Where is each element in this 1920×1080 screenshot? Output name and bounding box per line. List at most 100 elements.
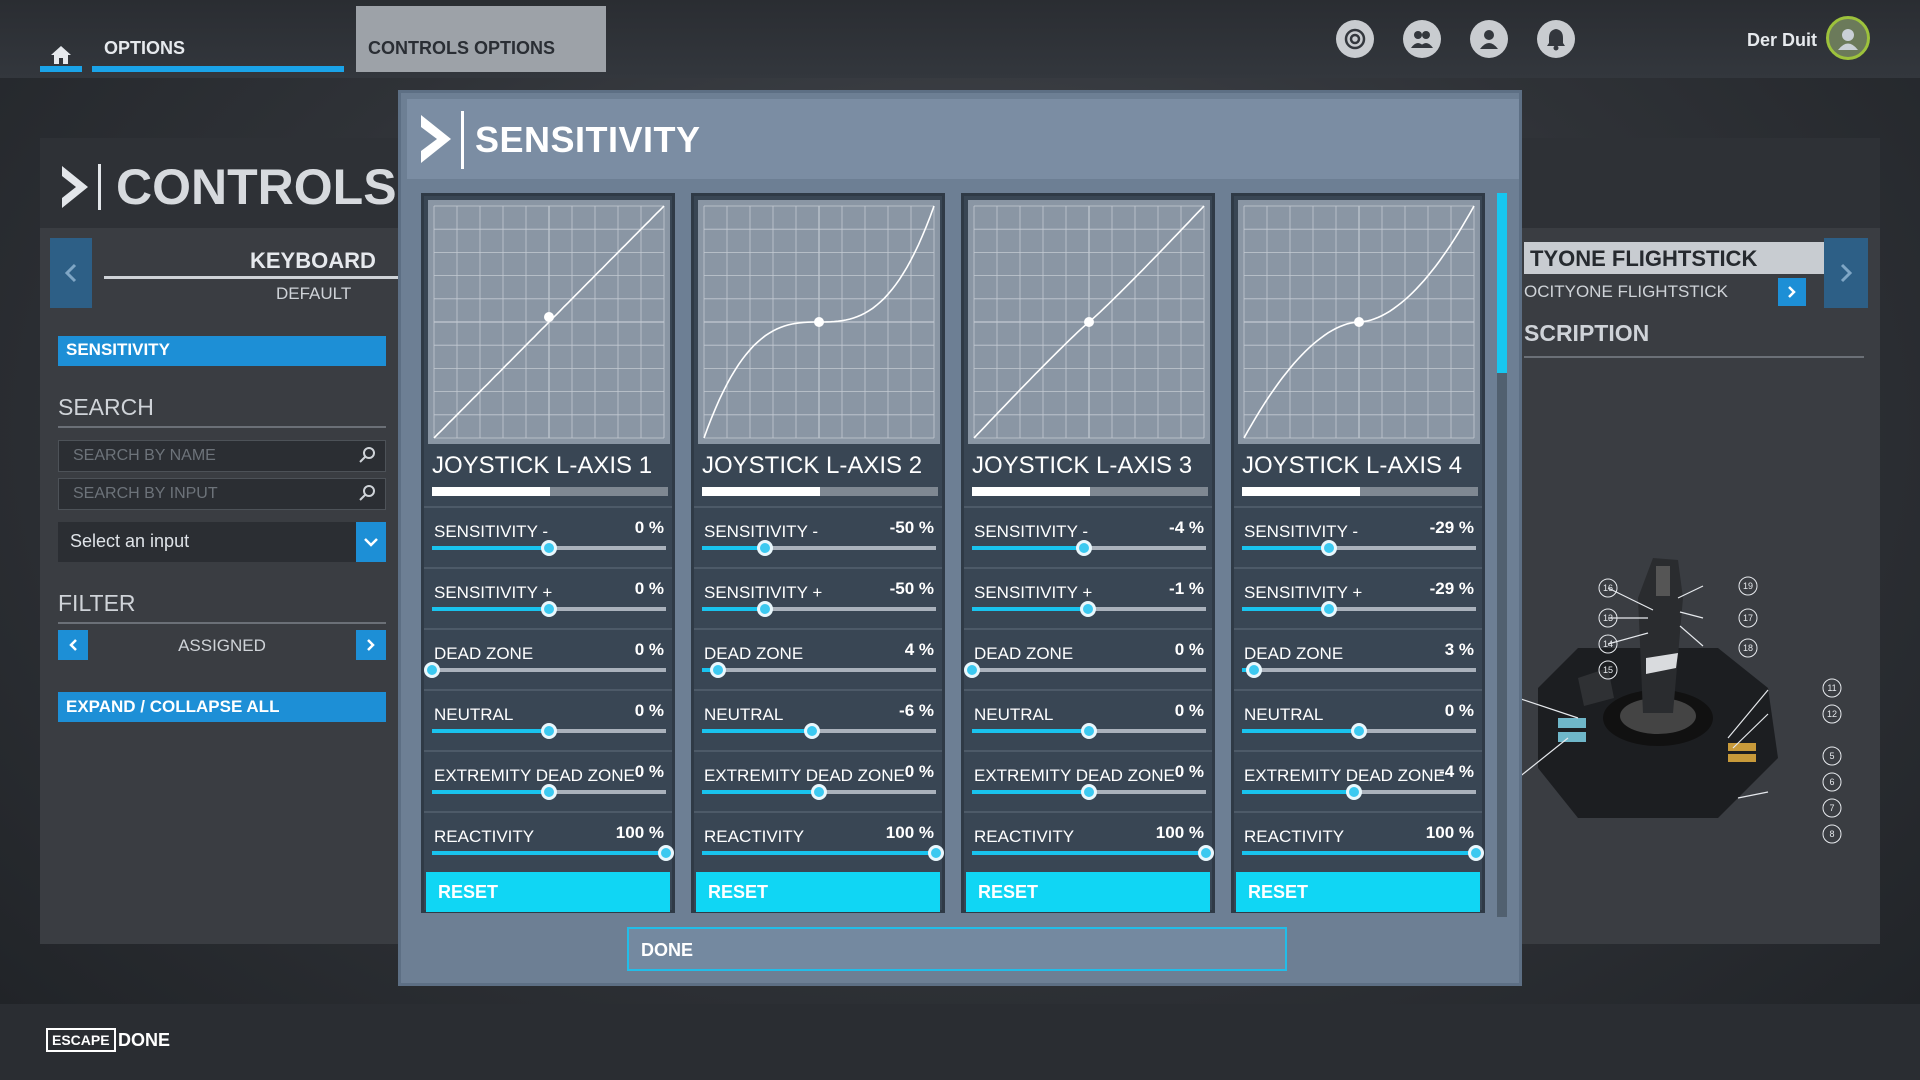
slider-handle[interactable] <box>811 784 827 800</box>
notifications-button[interactable] <box>1537 20 1575 58</box>
done-button[interactable]: DONE <box>627 927 1287 971</box>
tab-controls-options[interactable]: CONTROLS OPTIONS <box>356 6 606 72</box>
user-name[interactable]: Der Duit <box>1747 30 1818 50</box>
dropdown-toggle[interactable] <box>356 522 386 562</box>
home-button[interactable] <box>40 38 82 72</box>
slider-handle[interactable] <box>710 662 727 678</box>
setting-slider[interactable] <box>972 601 1206 617</box>
select-input-dropdown[interactable]: Select an input <box>58 522 386 562</box>
setting-slider[interactable] <box>432 845 674 861</box>
setting-slider[interactable] <box>424 662 666 678</box>
setting-slider[interactable] <box>702 723 936 739</box>
scrollbar-thumb[interactable] <box>1497 193 1507 373</box>
setting-slider[interactable] <box>702 540 936 556</box>
slider-handle[interactable] <box>541 540 557 556</box>
setting-value: -6 % <box>899 701 934 720</box>
setting-slider[interactable] <box>432 540 666 556</box>
slider-handle[interactable] <box>1320 540 1337 556</box>
slider-handle[interactable] <box>541 601 557 617</box>
reset-button[interactable]: RESET <box>1236 872 1480 912</box>
avatar[interactable] <box>1826 16 1870 60</box>
setting-value: 0 % <box>634 762 664 781</box>
axis-output-fill <box>972 487 1090 496</box>
setting-slider[interactable] <box>702 601 936 617</box>
joystick-image: 16 13 14 15 19 17 18 11 12 5 6 7 8 <box>1518 558 1842 844</box>
slider-handle[interactable] <box>757 601 774 617</box>
setting-slider[interactable] <box>1242 723 1476 739</box>
svg-text:5: 5 <box>1829 751 1834 761</box>
slider-handle[interactable] <box>541 723 557 739</box>
slider-handle[interactable] <box>1198 845 1214 861</box>
reset-button[interactable]: RESET <box>696 872 940 912</box>
setting-slider[interactable] <box>972 845 1214 861</box>
slider-handle[interactable] <box>541 784 557 800</box>
svg-text:15: 15 <box>1603 665 1613 675</box>
slider-handle[interactable] <box>928 845 944 861</box>
setting-row: SENSITIVITY + -50 % <box>694 567 942 625</box>
escape-done-button[interactable]: DONE <box>118 1030 171 1050</box>
achievements-button[interactable] <box>1336 20 1374 58</box>
sensitivity-curve-graph <box>698 200 940 444</box>
slider-handle[interactable] <box>1079 601 1096 617</box>
tab-options[interactable]: OPTIONS <box>92 0 344 72</box>
select-input-value: Select an input <box>70 531 190 551</box>
reset-button[interactable]: RESET <box>426 872 670 912</box>
search-by-input-field[interactable]: SEARCH BY INPUT <box>58 478 386 510</box>
slider-handle[interactable] <box>1320 601 1337 617</box>
setting-slider[interactable] <box>972 784 1206 800</box>
setting-slider[interactable] <box>1242 540 1476 556</box>
search-by-name-input[interactable]: SEARCH BY NAME <box>58 440 386 472</box>
device-prev-button[interactable] <box>50 238 92 308</box>
slider-handle[interactable] <box>1346 784 1363 800</box>
slider-handle[interactable] <box>658 845 674 861</box>
slider-handle[interactable] <box>1245 662 1262 678</box>
friends-button[interactable] <box>1403 20 1441 58</box>
setting-slider[interactable] <box>1242 784 1476 800</box>
setting-slider[interactable] <box>702 845 944 861</box>
setting-slider[interactable] <box>432 601 666 617</box>
setting-value: 100 % <box>615 823 664 842</box>
setting-slider[interactable] <box>432 723 666 739</box>
slider-fill <box>702 790 819 794</box>
dialog-scrollbar[interactable] <box>1497 193 1507 917</box>
slider-handle[interactable] <box>757 540 774 556</box>
slider-handle[interactable] <box>1081 784 1097 800</box>
setting-label: SENSITIVITY - <box>1244 522 1358 541</box>
reset-button[interactable]: RESET <box>966 872 1210 912</box>
filter-next-button[interactable] <box>356 630 386 660</box>
axis-output-fill <box>432 487 550 496</box>
setting-slider[interactable] <box>702 662 936 678</box>
slider-handle[interactable] <box>1076 540 1093 556</box>
slider-handle[interactable] <box>803 723 820 739</box>
setting-slider[interactable] <box>972 723 1206 739</box>
slider-handle[interactable] <box>964 662 980 678</box>
slider-handle[interactable] <box>1081 723 1097 739</box>
slider-handle[interactable] <box>424 662 440 678</box>
curve-center-point <box>1354 317 1364 327</box>
slider-fill <box>1242 851 1476 855</box>
profile-button[interactable] <box>1470 20 1508 58</box>
setting-label: DEAD ZONE <box>974 644 1074 663</box>
setting-slider[interactable] <box>1242 601 1476 617</box>
curve-plot <box>1243 205 1475 439</box>
setting-slider[interactable] <box>432 784 666 800</box>
sensitivity-button[interactable]: SENSITIVITY <box>58 336 386 366</box>
slider-handle[interactable] <box>1351 723 1367 739</box>
expand-collapse-all-button[interactable]: EXPAND / COLLAPSE ALL <box>58 692 386 722</box>
axis-card: JOYSTICK L-AXIS 4 SENSITIVITY - -29 % SENSI… <box>1231 193 1485 913</box>
setting-slider[interactable] <box>702 784 936 800</box>
svg-text:7: 7 <box>1829 803 1834 813</box>
slider-handle[interactable] <box>1468 845 1484 861</box>
device-next-small-button[interactable] <box>1778 278 1806 306</box>
setting-slider[interactable] <box>964 662 1206 678</box>
setting-slider[interactable] <box>972 540 1206 556</box>
chevron-right-icon <box>367 639 375 651</box>
setting-slider[interactable] <box>1242 845 1484 861</box>
top-bar: OPTIONS CONTROLS OPTIONS Der Duit <box>0 0 1920 78</box>
setting-slider[interactable] <box>1242 662 1476 678</box>
tab-controls-options-label: CONTROLS OPTIONS <box>368 38 556 58</box>
filter-prev-button[interactable] <box>58 630 88 660</box>
axis-output-bar <box>1242 487 1478 496</box>
device-next-button[interactable] <box>1824 238 1868 308</box>
slider-fill <box>702 729 812 733</box>
